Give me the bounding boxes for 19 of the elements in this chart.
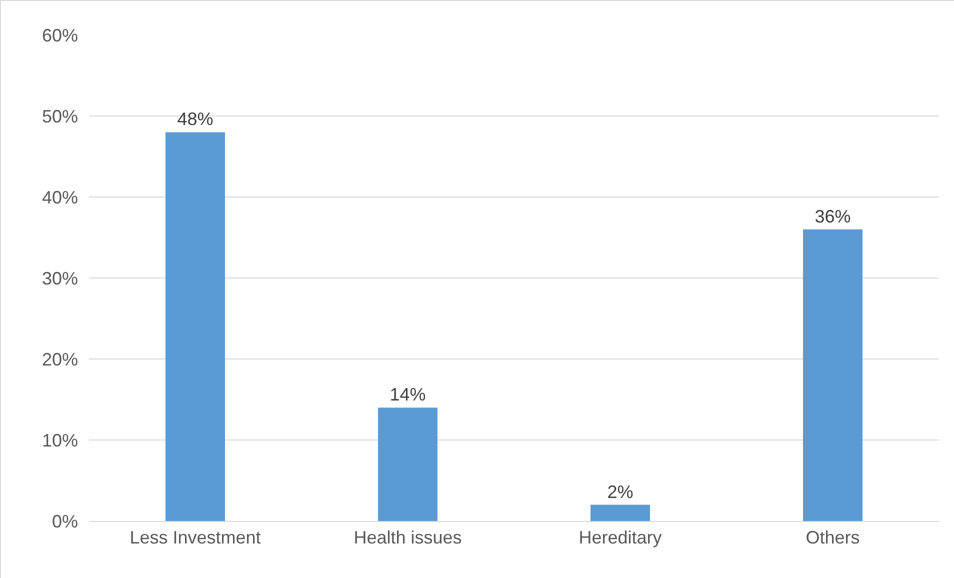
y-tick-label: 60%: [42, 25, 78, 46]
data-label: 36%: [814, 206, 851, 226]
bar: [378, 408, 438, 521]
data-label: 2%: [607, 482, 634, 502]
x-tick-label: Hereditary: [578, 528, 662, 548]
y-tick-label: 30%: [42, 268, 78, 288]
y-tick-label: 50%: [42, 106, 78, 126]
x-tick-label: Others: [806, 528, 860, 548]
y-tick-label: 20%: [42, 349, 78, 370]
x-tick-label: Health issues: [354, 528, 462, 548]
bar: [590, 504, 650, 521]
bar: [803, 229, 862, 521]
bar: [166, 132, 225, 521]
y-tick-label: 0%: [52, 511, 78, 532]
data-label: 48%: [177, 109, 214, 130]
y-tick-label: 10%: [42, 430, 78, 450]
data-label: 14%: [390, 384, 426, 405]
y-tick-label: 40%: [42, 187, 78, 208]
x-tick-label: Less Investment: [130, 528, 261, 548]
